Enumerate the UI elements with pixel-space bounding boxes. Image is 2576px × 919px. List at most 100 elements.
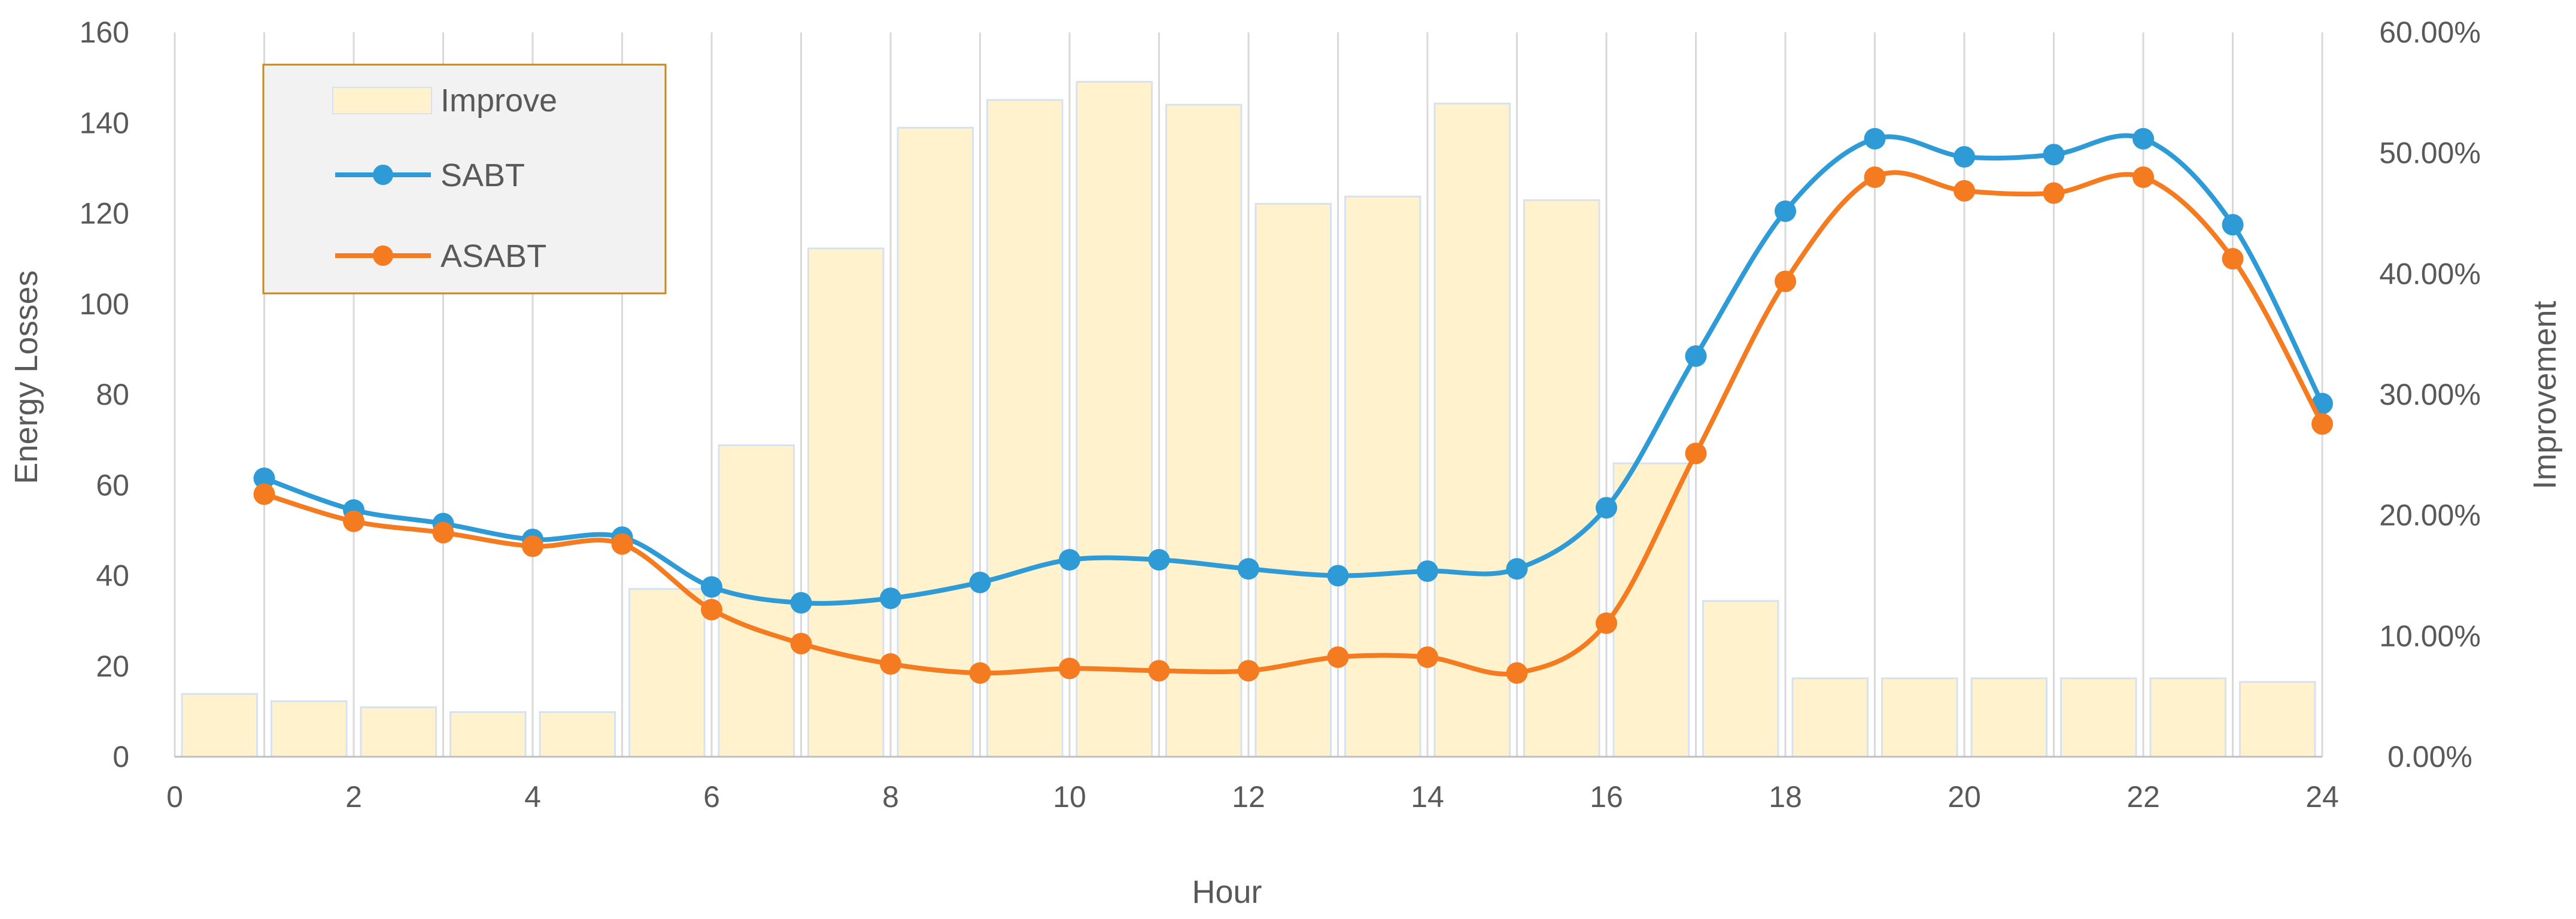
- bar-improve: [1344, 195, 1421, 758]
- bar-improve: [1523, 199, 1600, 758]
- x-tick-label: 0: [166, 780, 183, 814]
- point-sabt: [1954, 145, 1975, 168]
- bar-improve: [1254, 202, 1332, 758]
- point-asabt: [253, 483, 275, 505]
- point-sabt: [790, 592, 812, 614]
- legend-swatch-improve: [332, 87, 432, 114]
- left-y-tick-label: 160: [80, 16, 129, 49]
- point-asabt: [1685, 442, 1707, 465]
- bar-improve: [360, 706, 438, 758]
- bar-improve: [539, 711, 616, 758]
- legend-swatch-sabt-marker: [373, 165, 393, 185]
- point-asabt: [611, 533, 633, 555]
- point-sabt: [1059, 549, 1080, 571]
- x-tick-label: 18: [1769, 780, 1802, 814]
- point-asabt: [1954, 180, 1975, 202]
- bar-improve: [628, 588, 706, 758]
- legend-box: [262, 63, 667, 295]
- point-sabt: [1148, 549, 1170, 571]
- point-asabt: [1238, 660, 1259, 682]
- point-asabt: [1327, 646, 1349, 668]
- point-asabt: [701, 599, 722, 621]
- x-tick-label: 22: [2127, 780, 2160, 814]
- point-asabt: [880, 653, 901, 675]
- bar-improve: [1165, 104, 1243, 758]
- legend-item-sabt: SABT: [335, 157, 525, 193]
- point-sabt: [2133, 128, 2154, 150]
- bar-improve: [2059, 677, 2137, 758]
- right-y-tick-label: 10.00%: [2379, 619, 2481, 653]
- point-asabt: [1059, 657, 1080, 680]
- left-y-tick-label: 40: [96, 559, 129, 593]
- bar-improve: [270, 700, 348, 758]
- bar-improve: [807, 247, 885, 758]
- point-sabt: [1417, 560, 1438, 582]
- right-y-tick-label: 30.00%: [2379, 378, 2481, 411]
- left-y-tick-label: 60: [96, 468, 129, 502]
- left-y-axis-ticks: 0 20 40 60 80 100 120 140 160: [80, 16, 129, 774]
- left-y-tick-label: 0: [113, 740, 129, 774]
- point-sabt: [253, 467, 275, 489]
- bar-improve: [1612, 462, 1690, 758]
- right-y-tick-label: 40.00%: [2379, 257, 2481, 290]
- bar-improve: [986, 99, 1064, 758]
- point-sabt: [1506, 558, 1528, 580]
- right-y-axis-ticks: 0.00% 10.00% 20.00% 30.00% 40.00% 50.00% 60.00…: [2379, 16, 2481, 774]
- point-asabt: [432, 521, 454, 544]
- x-tick-label: 24: [2305, 780, 2339, 814]
- bar-improve: [1881, 677, 1958, 758]
- legend-label-improve: Improve: [441, 83, 557, 119]
- x-tick-label: 10: [1053, 780, 1086, 814]
- bar-improve: [1970, 677, 2048, 758]
- point-sabt: [1864, 128, 1886, 150]
- x-tick-label: 2: [345, 780, 362, 814]
- bar-improve: [181, 693, 259, 758]
- x-axis-title: Hour: [1192, 874, 1262, 910]
- left-y-tick-label: 100: [80, 287, 129, 321]
- vertical-gridlines: [263, 32, 2234, 757]
- point-asabt: [1417, 646, 1438, 668]
- bar-improve: [897, 126, 974, 758]
- point-asabt: [522, 535, 543, 557]
- point-sabt: [701, 576, 722, 598]
- left-y-axis-title: Energy Losses: [8, 270, 44, 484]
- right-y-axis-title: Improvement: [2527, 301, 2563, 489]
- point-asabt: [790, 632, 812, 654]
- point-asabt: [1506, 662, 1528, 684]
- bar-improve: [1702, 600, 1779, 758]
- bar-improve: [2149, 677, 2227, 758]
- series-lines: [253, 128, 2333, 684]
- point-asabt: [343, 510, 364, 532]
- point-asabt: [2311, 413, 2333, 435]
- legend-item-asabt: ASABT: [335, 238, 546, 274]
- bar-improve: [1433, 102, 1511, 758]
- x-tick-label: 12: [1232, 780, 1265, 814]
- point-sabt: [969, 571, 991, 593]
- legend-item-improve: Improve: [332, 83, 557, 119]
- point-sabt: [1238, 558, 1259, 580]
- point-asabt: [2222, 248, 2244, 270]
- point-asabt: [1596, 612, 1617, 634]
- legend: Improve SABT ASABT: [262, 63, 667, 295]
- left-y-tick-label: 20: [96, 650, 129, 683]
- left-y-tick-label: 140: [80, 106, 129, 139]
- right-y-tick-label: 0.00%: [2387, 740, 2472, 774]
- bar-improve: [1076, 81, 1153, 758]
- legend-label-sabt: SABT: [441, 157, 525, 193]
- point-asabt: [1864, 166, 1886, 188]
- x-tick-label: 20: [1948, 780, 1981, 814]
- point-asabt: [1148, 660, 1170, 682]
- x-tick-label: 4: [524, 780, 541, 814]
- point-sabt: [880, 587, 901, 609]
- x-tick-label: 16: [1590, 780, 1623, 814]
- point-asabt: [969, 662, 991, 684]
- left-y-tick-label: 80: [96, 378, 129, 411]
- point-asabt: [2043, 182, 2065, 204]
- left-y-tick-label: 120: [80, 197, 129, 230]
- x-tick-label: 14: [1411, 780, 1444, 814]
- point-sabt: [2222, 214, 2244, 236]
- legend-swatch-asabt-marker: [373, 245, 393, 266]
- point-asabt: [1775, 270, 1796, 292]
- legend-label-asabt: ASABT: [441, 238, 546, 274]
